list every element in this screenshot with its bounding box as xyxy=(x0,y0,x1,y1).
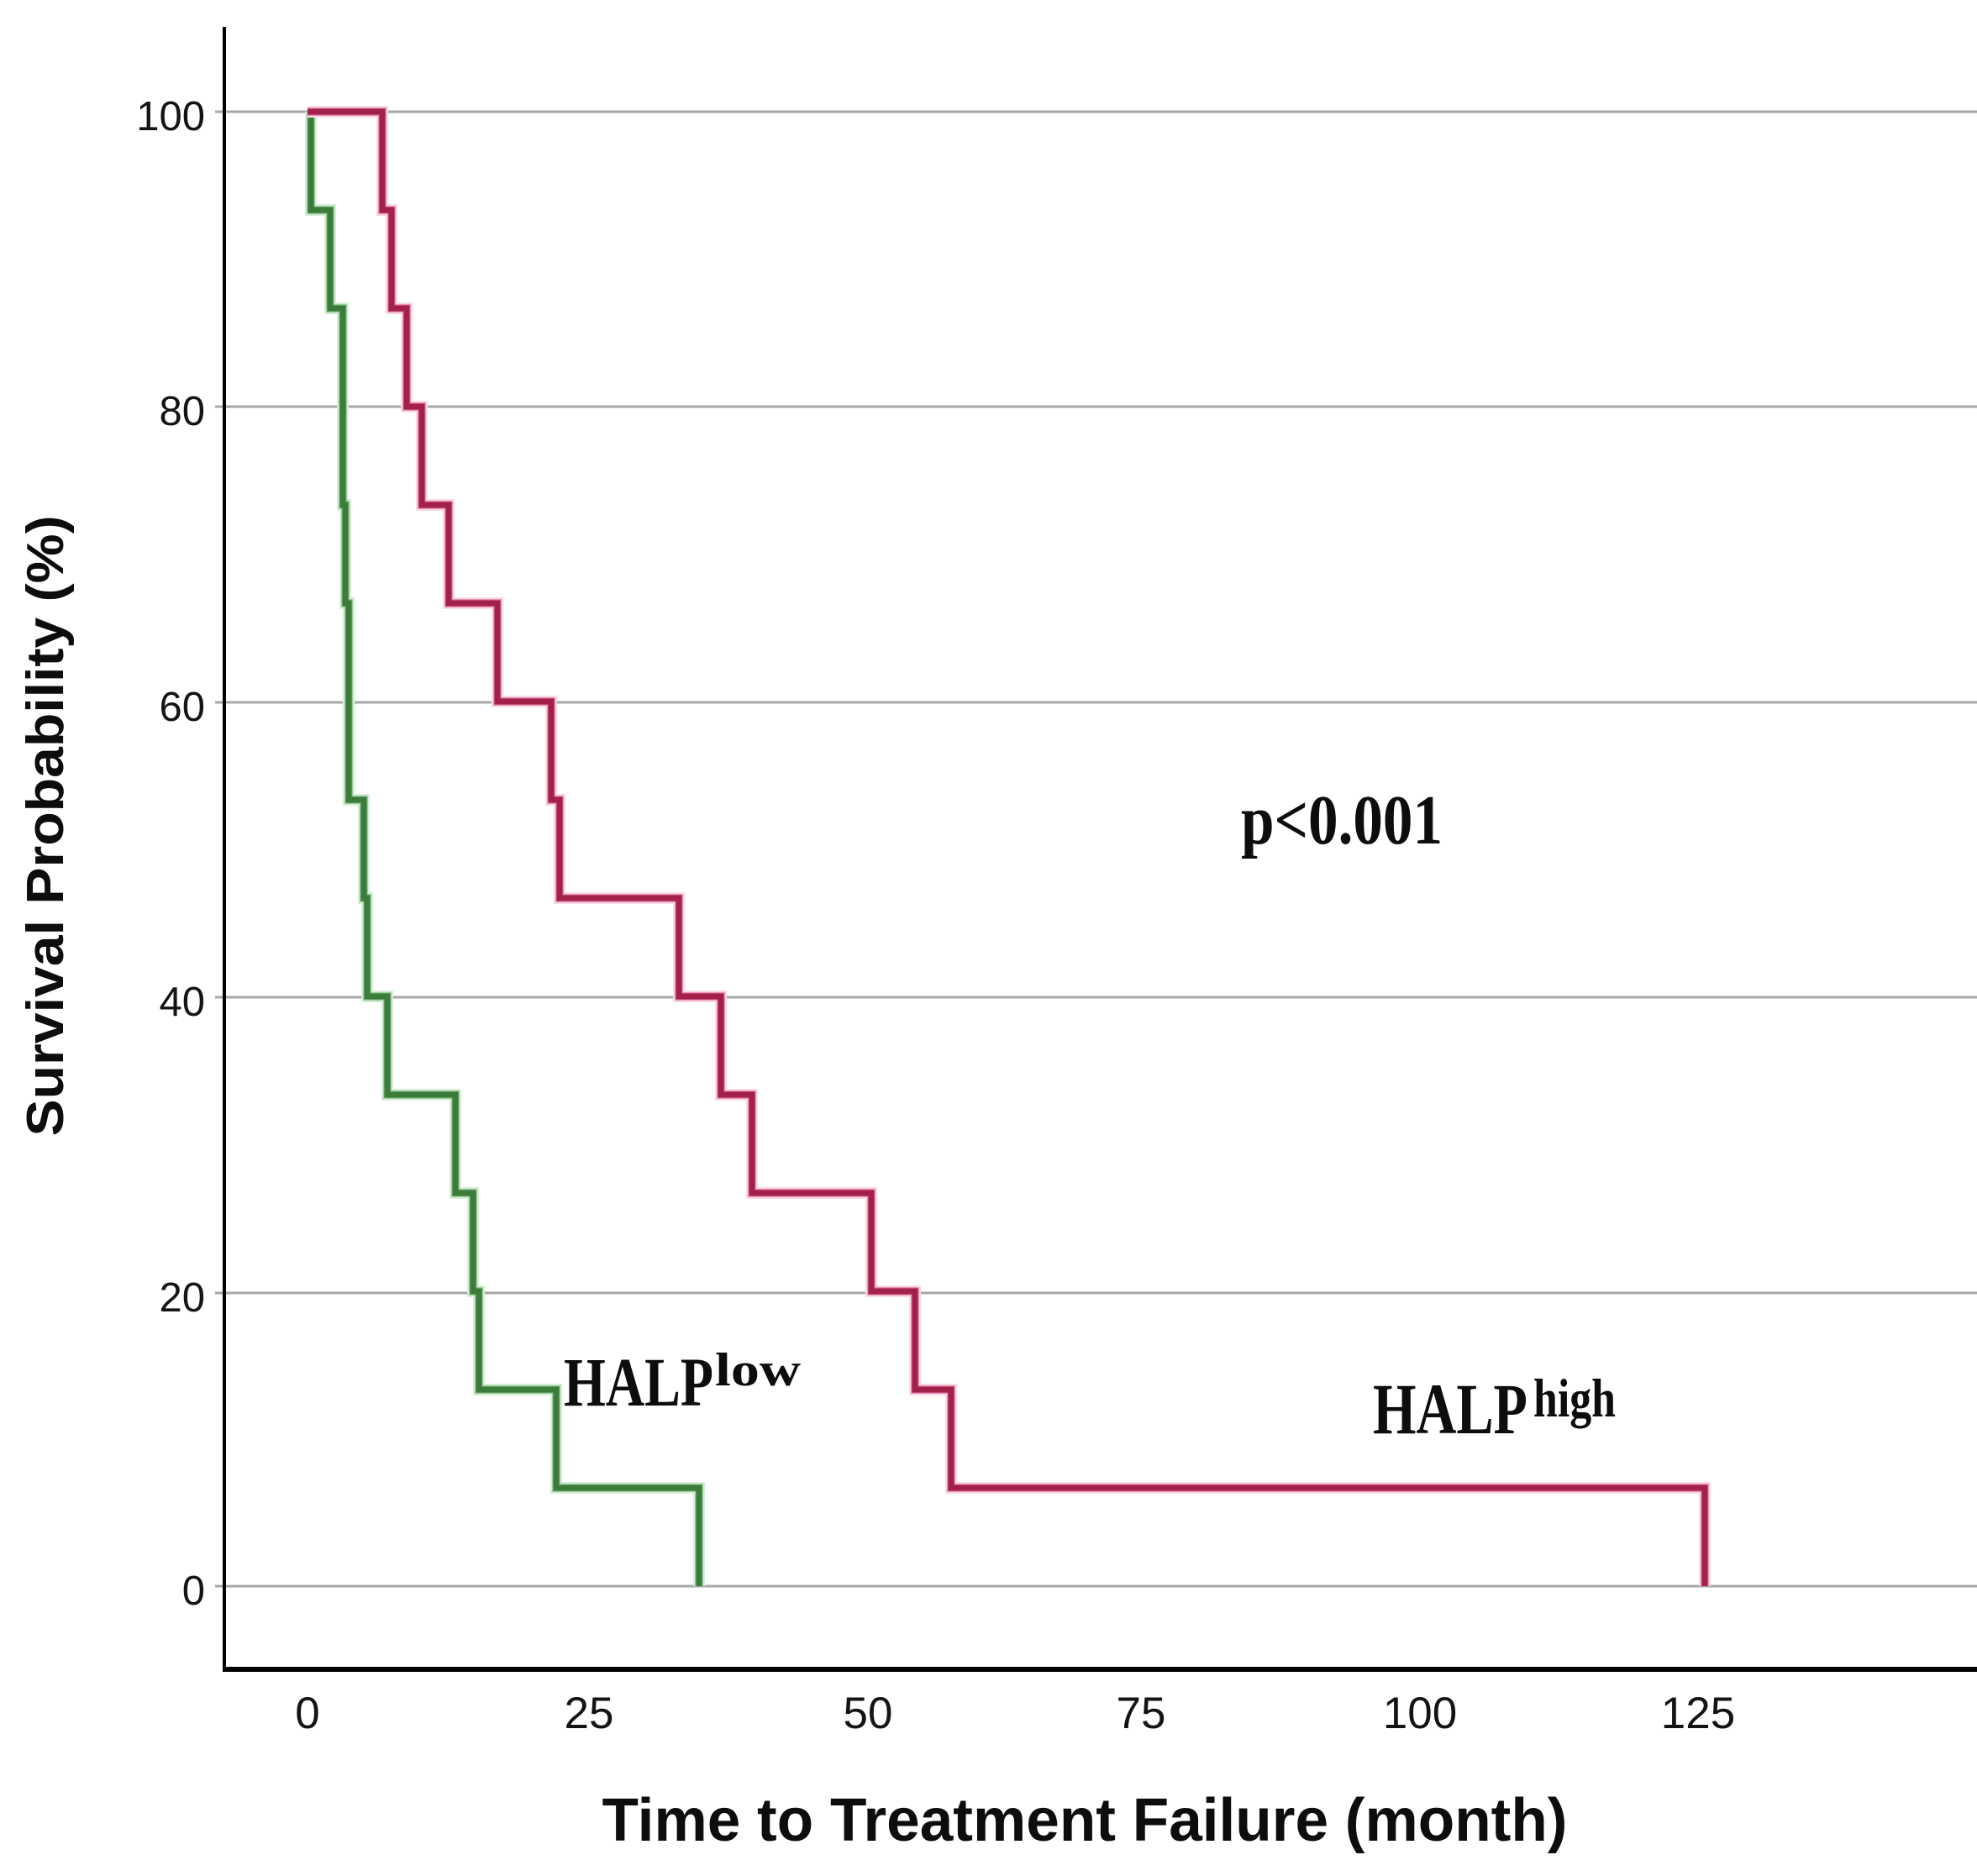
svg-text:0: 0 xyxy=(182,1569,205,1614)
svg-text:125: 125 xyxy=(1661,1689,1735,1738)
svg-text:Survival Probability (%): Survival Probability (%) xyxy=(17,516,75,1137)
svg-text:100: 100 xyxy=(1383,1689,1457,1738)
svg-text:Time to Treatment Failure (mon: Time to Treatment Failure (month) xyxy=(602,1787,1568,1854)
svg-text:p<0.001: p<0.001 xyxy=(1241,781,1443,859)
svg-text:low: low xyxy=(715,1344,802,1396)
svg-text:HALP: HALP xyxy=(564,1343,713,1421)
svg-text:0: 0 xyxy=(295,1689,319,1738)
svg-text:75: 75 xyxy=(1117,1689,1166,1738)
svg-text:high: high xyxy=(1533,1369,1616,1429)
svg-text:20: 20 xyxy=(159,1275,205,1321)
svg-text:100: 100 xyxy=(136,94,205,139)
svg-text:60: 60 xyxy=(159,685,205,730)
svg-text:40: 40 xyxy=(159,980,205,1025)
svg-text:80: 80 xyxy=(159,389,205,434)
svg-text:HALP: HALP xyxy=(1373,1369,1527,1449)
svg-text:50: 50 xyxy=(844,1689,893,1738)
svg-text:25: 25 xyxy=(565,1689,614,1738)
